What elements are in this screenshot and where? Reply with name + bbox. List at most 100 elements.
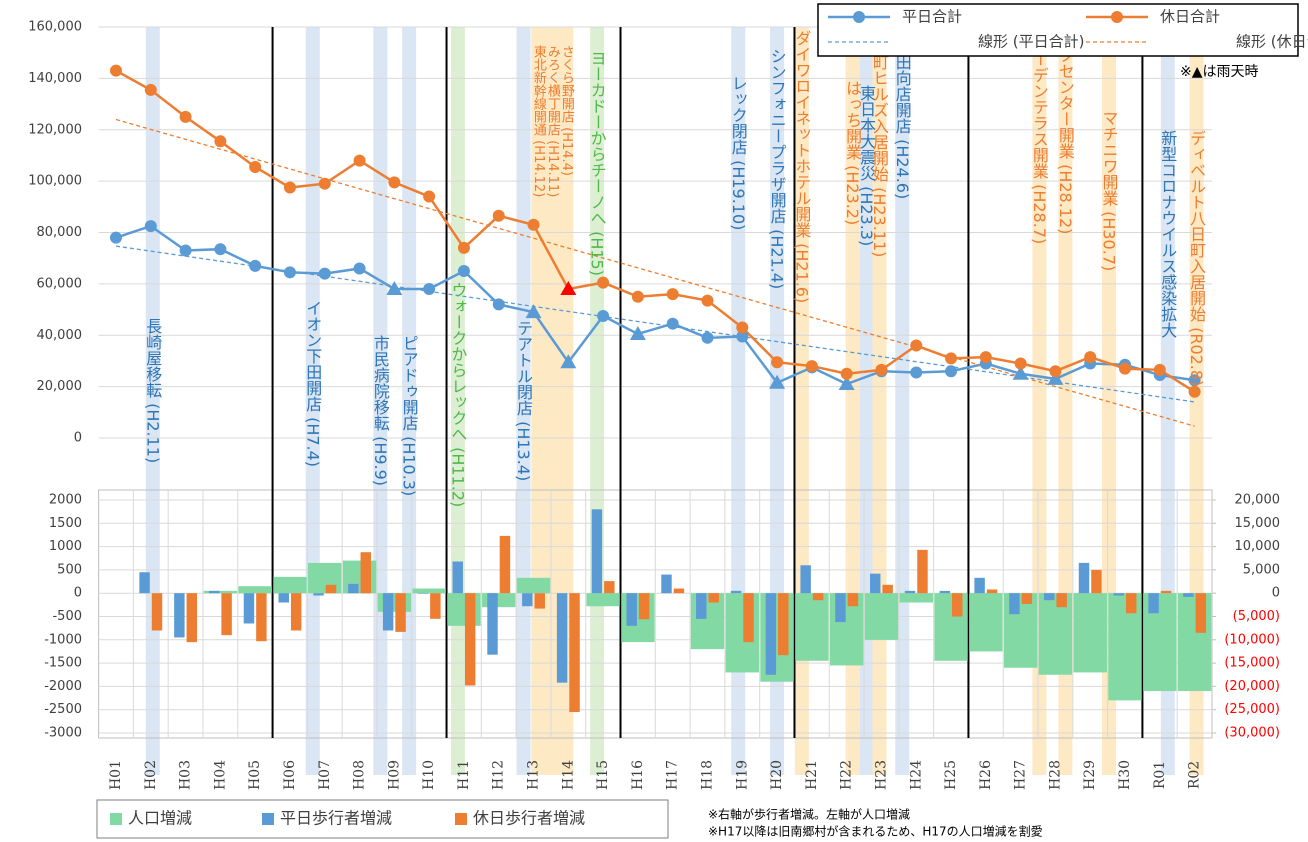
bar: [696, 593, 707, 619]
x-tick-label: H02: [143, 760, 159, 790]
x-tick-label: H17: [665, 760, 681, 790]
y-tick-label: 160,000: [28, 20, 82, 35]
bar: [325, 584, 337, 594]
legend-label: 平日合計: [902, 8, 962, 26]
x-tick-label: H28: [1047, 760, 1063, 790]
y-tick-label: -2000: [44, 679, 82, 694]
annotation-text: はっち開業 (H23.2): [843, 80, 862, 225]
bar: [952, 593, 963, 617]
bar: [917, 549, 928, 594]
bar: [1195, 593, 1207, 633]
bar: [760, 593, 794, 682]
marker-triangle: [1012, 365, 1029, 380]
marker: [910, 366, 923, 379]
annotation-band: [731, 27, 746, 775]
marker: [597, 276, 610, 289]
y2-tick-label: 5,000: [1243, 562, 1280, 577]
bar: [778, 593, 789, 656]
bar: [870, 573, 881, 594]
legend-box: [96, 799, 669, 839]
bar: [661, 574, 672, 594]
marker: [736, 321, 749, 334]
legend-box: [817, 3, 1299, 57]
x-tick-label: H03: [178, 760, 194, 790]
bar: [591, 509, 603, 594]
x-tick-label: H23: [873, 760, 889, 790]
marker: [910, 339, 923, 352]
bar: [812, 593, 824, 601]
bar: [835, 593, 846, 623]
bar: [800, 565, 811, 594]
annotation-text: マチニワ開業 (H30.7): [1100, 110, 1119, 271]
bar: [626, 593, 637, 626]
bar: [174, 593, 185, 638]
bar: [1043, 593, 1055, 601]
x-tick-label: H27: [1013, 760, 1029, 790]
bar: [1003, 593, 1038, 668]
annotation-text: 新型コロナウイルス感染拡大: [1158, 130, 1177, 338]
x-tick-label: H26: [978, 760, 994, 790]
x-tick-label: H16: [630, 760, 646, 790]
bar: [1113, 593, 1125, 596]
bar: [308, 562, 342, 594]
bar: [1108, 593, 1142, 701]
x-tick-label: H12: [491, 760, 507, 790]
bar: [452, 561, 463, 594]
marker-triangle: [560, 281, 577, 296]
y-tick-label: -500: [52, 609, 82, 624]
y-tick-label: 140,000: [28, 71, 82, 86]
x-tick-label: H13: [526, 760, 542, 790]
bar: [743, 593, 754, 643]
marker: [457, 265, 470, 278]
y-tick-label: 2000: [49, 493, 82, 508]
legend-marker: [853, 11, 865, 23]
legend-swatch: [262, 813, 274, 825]
annotation-text: レック閉店 (H19.10): [729, 75, 748, 230]
annotation-band: [402, 27, 417, 775]
y2-tick-label: (25,000): [1224, 702, 1280, 717]
bar: [1091, 569, 1102, 594]
y-tick-label: 0: [74, 586, 82, 601]
bar: [487, 593, 498, 655]
annotation-band: [1102, 27, 1117, 775]
marker: [214, 135, 227, 148]
annotation-text: 長崎屋移転 (H2.11): [143, 318, 162, 463]
marker: [249, 160, 262, 173]
marker-triangle: [838, 376, 855, 391]
x-tick-label: H18: [699, 760, 715, 790]
y-tick-label: -1000: [44, 632, 82, 647]
bar: [151, 593, 163, 631]
annotation-band: [1160, 27, 1175, 775]
marker-triangle: [629, 325, 646, 340]
y-tick-label: 1500: [49, 516, 82, 531]
legend-label: 線形 (平日合計): [978, 33, 1084, 51]
y-tick-label: 20,000: [37, 379, 83, 394]
note: ※H17以降は旧南郷村が含まれるため、H17の人口増減を割愛: [708, 824, 1043, 839]
annotation-text: ヨーカドーからチーノへ (H15): [588, 50, 607, 276]
marker: [805, 360, 818, 373]
marker: [736, 330, 749, 343]
annotation-text: さくら野開店 (H14.4): [559, 45, 575, 176]
y-tick-label: 100,000: [28, 174, 82, 189]
x-tick-label: R02: [1187, 761, 1203, 789]
y-tick-label: 40,000: [37, 328, 83, 343]
marker: [249, 259, 262, 272]
bar: [690, 593, 725, 650]
y2-tick-label: 20,000: [1235, 493, 1281, 508]
bar: [395, 593, 406, 632]
bar: [1021, 593, 1033, 604]
annotation-text: 市民病院移転 (H9.9): [371, 335, 390, 486]
x-tick-label: H05: [247, 760, 263, 790]
x-tick-label: H15: [595, 760, 611, 790]
bar: [986, 589, 998, 594]
bar: [273, 576, 307, 594]
x-tick-label: H09: [386, 760, 402, 790]
annotation-text: 東日本大震災 (H23.3): [857, 85, 876, 246]
marker-triangle: [769, 374, 786, 389]
bar: [377, 593, 412, 612]
x-tick-label: H14: [560, 760, 576, 790]
marker: [771, 356, 784, 369]
marker: [423, 190, 436, 203]
note: ※右軸が歩行者増減。左軸が人口増減: [708, 807, 910, 822]
